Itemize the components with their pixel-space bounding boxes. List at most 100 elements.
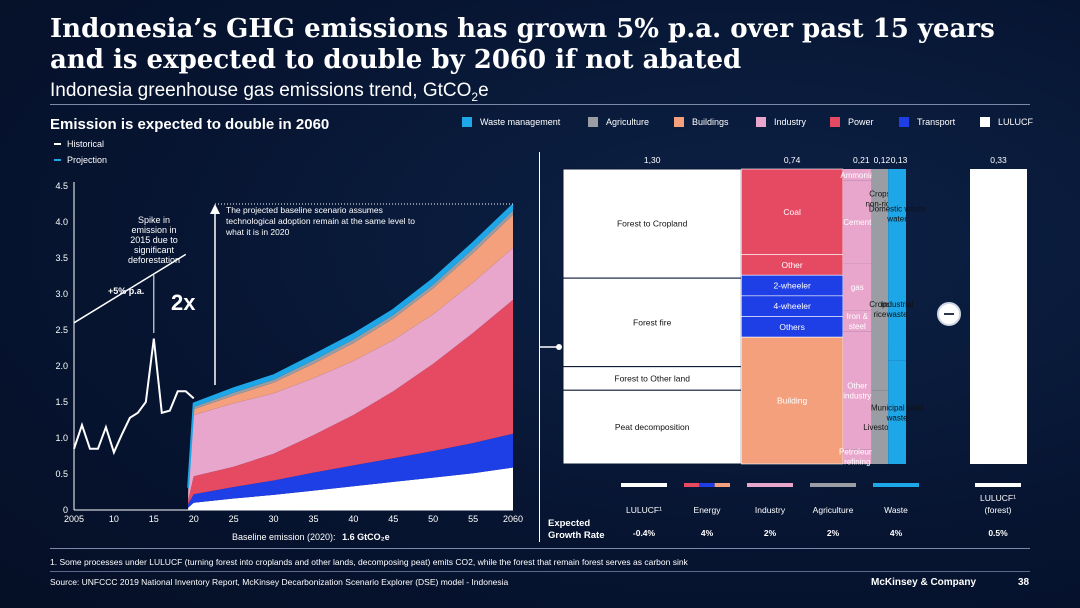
mekko-segment <box>888 169 906 258</box>
projection-line <box>187 203 514 488</box>
legend-item: Power <box>830 117 899 127</box>
forest-sink-bar <box>970 169 1027 464</box>
multiplier-label: 2x <box>171 290 196 315</box>
y-tick-label: 3.0 <box>55 289 68 299</box>
emission-trend-chart: 2005 10 15 20 25 30 35 40 45 50 55 2060 0 0.5 1.0 1.5 2.… <box>55 181 523 542</box>
footnote: 1. Some processes under LULUCF (turning … <box>50 557 688 567</box>
mekko-segment-label: waste <box>886 413 908 422</box>
mekko-segment-label: 2-wheeler <box>773 281 810 291</box>
mekko-body: Forest to Cropland Forest fire Forest to O… <box>540 155 1027 541</box>
mekko-segment <box>842 310 872 332</box>
projection-label: Projection <box>67 155 108 165</box>
legend-swatch <box>462 117 472 127</box>
x-tick-label: 25 <box>229 514 239 524</box>
mekko-segment-label: Crops <box>869 300 890 309</box>
mekko-segment <box>741 336 844 465</box>
area-series-buildings <box>188 214 513 494</box>
sector-swatch <box>699 483 715 487</box>
sector-swatch <box>684 483 700 487</box>
y-tick-label: 3.5 <box>55 253 68 263</box>
area-series-transport <box>188 433 513 508</box>
y-tick-label: 4.5 <box>55 181 68 191</box>
legend-item: LULUCF <box>980 117 1040 127</box>
collapse-toggle-button[interactable] <box>937 302 961 326</box>
spike-annotation-line: emission in <box>131 225 176 235</box>
mekko-segment-label: Petroleum <box>839 448 876 457</box>
legend-item: Agriculture <box>588 117 674 127</box>
sector-name: LULUCF¹ <box>626 505 662 515</box>
area-series-group <box>73 203 514 510</box>
mekko-segment <box>842 263 872 311</box>
sector-legend: Waste management Agriculture Buildings I… <box>462 117 1040 127</box>
mekko-segment <box>842 180 872 264</box>
subtitle-text: Indonesia greenhouse gas emissions trend… <box>50 80 472 101</box>
legend-label: Agriculture <box>606 117 650 127</box>
mekko-segment-label: Others <box>779 322 805 332</box>
x-tick-label: 2005 <box>64 514 84 524</box>
title-line-2: and is expected to double by 2060 if not… <box>50 45 742 75</box>
y-tick-label: 2.5 <box>55 325 68 335</box>
mekko-segment-label: waste <box>886 310 908 319</box>
mekko-segment-label: 4-wheeler <box>773 301 810 311</box>
slide-title: Indonesia’s GHG emissions has grown 5% p… <box>50 14 1050 76</box>
mekko-segment <box>871 390 889 464</box>
mekko-segment-label: Industrial <box>881 300 914 309</box>
sector-swatch <box>975 483 1021 487</box>
x-tick-label: 20 <box>189 514 199 524</box>
x-axis-label: Baseline emission (2020): 1.6 GtCO₂e <box>232 532 390 542</box>
mekko-segment <box>562 168 742 279</box>
y-tick-label: 1.0 <box>55 433 68 443</box>
historical-line <box>73 338 195 456</box>
sector-name: (forest) <box>985 505 1012 515</box>
sector-name: Industry <box>755 505 786 515</box>
sector-name: LULUCF¹ <box>980 493 1016 503</box>
mekko-segment-label: gas <box>851 283 864 292</box>
mekko-segment-label: Livestock <box>863 423 897 432</box>
mekko-segment-label: non-rice <box>865 200 894 209</box>
legend-label: Industry <box>774 117 807 127</box>
legend-label: Waste management <box>480 117 561 127</box>
growth-rate-heading: Growth Rate <box>548 530 604 541</box>
source-divider <box>50 571 1030 572</box>
historical-swatch <box>54 143 61 145</box>
legend-label: Power <box>848 117 874 127</box>
legend-swatch <box>588 117 598 127</box>
growth-rate-label: +5% p.a. <box>108 286 144 296</box>
mekko-segment-label: Cement <box>843 218 872 227</box>
area-axes: 2005 10 15 20 25 30 35 40 45 50 55 2060 0 0.5 1.0 1.5 2.… <box>55 181 523 542</box>
sector-swatch <box>810 483 856 487</box>
mekko-segment-label: Coal <box>783 207 801 217</box>
legend-item: Waste management <box>462 117 588 127</box>
spike-annotation-line: deforestation <box>128 255 180 265</box>
y-tick-label: 0.5 <box>55 469 68 479</box>
projection-swatch <box>54 159 61 161</box>
spike-annotation-line: Spike in <box>138 215 170 225</box>
mekko-segment-label: Ammonia <box>840 171 874 180</box>
x-tick-label: 35 <box>308 514 318 524</box>
spike-annotation-line: significant <box>134 245 175 255</box>
legend-label: LULUCF <box>998 117 1034 127</box>
y-tick-label: 0 <box>63 505 68 515</box>
legend-item: Transport <box>899 117 980 127</box>
y-tick-label: 2.0 <box>55 361 68 371</box>
area-series-industry <box>188 247 513 501</box>
sector-name: Agriculture <box>813 505 854 515</box>
sector-swatch <box>621 483 667 487</box>
section-title: Emission is expected to double in 2060 <box>50 116 330 133</box>
mekko-segment-label: rice <box>873 310 886 319</box>
sector-growth-rate: 4% <box>701 528 714 538</box>
baseline-note-line: The projected baseline scenario assumes <box>226 205 383 215</box>
emission-breakdown-chart: Forest to Cropland Forest fire Forest to O… <box>540 155 1027 541</box>
legend-swatch <box>980 117 990 127</box>
x-tick-label: 15 <box>149 514 159 524</box>
sector-swatch <box>747 483 793 487</box>
mekko-segment <box>562 389 742 465</box>
mekko-segment-label: Other <box>781 260 802 270</box>
legend-swatch <box>899 117 909 127</box>
legend-swatch <box>756 117 766 127</box>
mekko-segment-label: Iron & <box>847 312 869 321</box>
subtitle-suffix: e <box>478 80 489 101</box>
sector-name: Waste <box>884 505 908 515</box>
sector-name: Energy <box>694 505 722 515</box>
x-tick-label: 50 <box>428 514 438 524</box>
